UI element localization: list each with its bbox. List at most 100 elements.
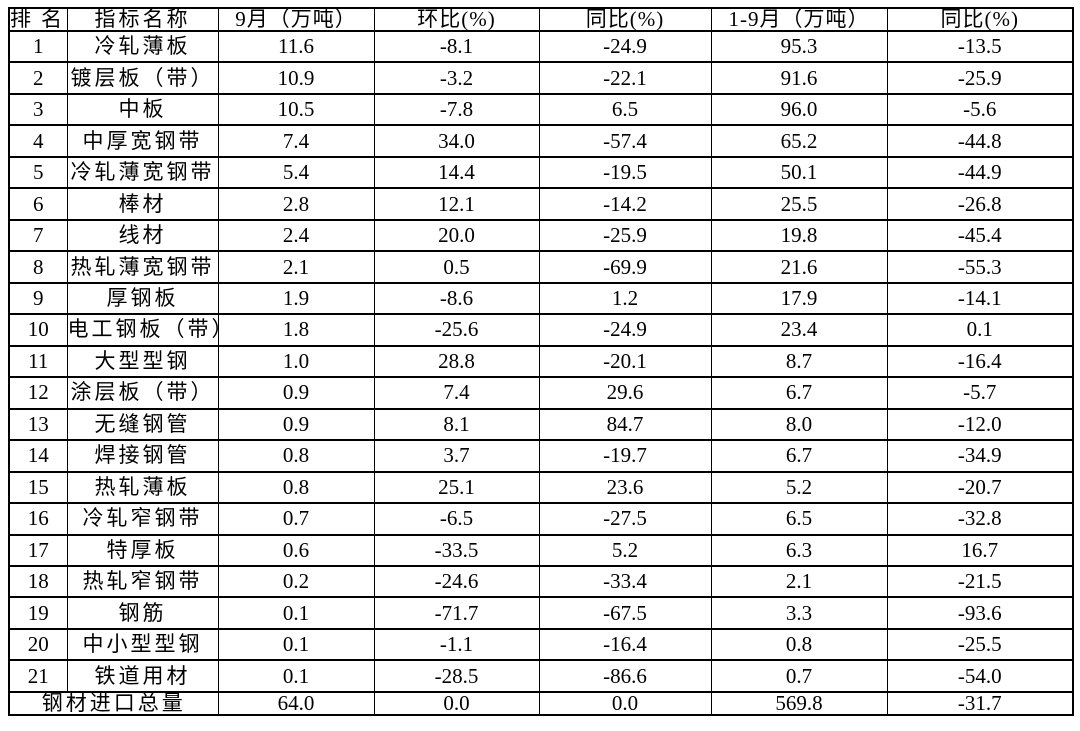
indicator-name-cell: 特厚板 [66,533,219,567]
jan-sep-volume-cell: 50.1 [710,155,888,190]
col-header-sep-volume: 9月（万吨） [217,7,375,32]
jan-sep-volume-cell: 2.1 [710,564,888,599]
rank-cell: 14 [8,439,68,473]
yoy-pct-cell: -24.9 [538,313,712,347]
table-row: 4 中厚宽钢带 7.4 34.0 -57.4 65.2 -44.8 [8,124,1074,158]
table-row: 1 冷轧薄板 11.6 -8.1 -24.9 95.3 -13.5 [8,29,1074,64]
yoy-pct-cell: -69.9 [538,250,712,284]
sep-volume-cell: 0.8 [217,439,375,473]
table-row: 18 热轧窄钢带 0.2 -24.6 -33.4 2.1 -21.5 [8,564,1074,599]
total-cum-yoy-pct-cell: -31.7 [886,691,1074,716]
table-row: 21 铁道用材 0.1 -28.5 -86.6 0.7 -54.0 [8,659,1074,693]
sep-volume-cell: 7.4 [217,124,375,158]
table-row: 14 焊接钢管 0.8 3.7 -19.7 6.7 -34.9 [8,439,1074,473]
jan-sep-volume-cell: 8.0 [710,407,888,442]
cum-yoy-pct-cell: -20.7 [886,470,1074,505]
mom-pct-cell: -24.6 [373,564,540,599]
sep-volume-cell: 0.9 [217,407,375,442]
indicator-name-cell: 厚钢板 [66,281,219,316]
cum-yoy-pct-cell: -14.1 [886,281,1074,316]
mom-pct-cell: -8.6 [373,281,540,316]
rank-cell: 13 [8,407,68,442]
yoy-pct-cell: -14.2 [538,187,712,221]
jan-sep-volume-cell: 6.7 [710,439,888,473]
table-row: 5 冷轧薄宽钢带 5.4 14.4 -19.5 50.1 -44.9 [8,155,1074,190]
table-row: 9 厚钢板 1.9 -8.6 1.2 17.9 -14.1 [8,281,1074,316]
col-header-jan-sep-volume: 1-9月（万吨） [710,7,888,32]
col-header-indicator-name: 指标名称 [66,7,219,32]
indicator-name-cell: 中厚宽钢带 [66,124,219,158]
indicator-name-cell: 热轧窄钢带 [66,564,219,599]
jan-sep-volume-cell: 6.3 [710,533,888,567]
mom-pct-cell: -33.5 [373,533,540,567]
yoy-pct-cell: -20.1 [538,344,712,379]
table-row: 2 镀层板（带） 10.9 -3.2 -22.1 91.6 -25.9 [8,61,1074,95]
yoy-pct-cell: 5.2 [538,533,712,567]
yoy-pct-cell: -19.7 [538,439,712,473]
mom-pct-cell: 28.8 [373,344,540,379]
jan-sep-volume-cell: 17.9 [710,281,888,316]
table-header: 排名 指标名称 9月（万吨） 环比(%) 同比(%) 1-9月（万吨） 同比(%… [8,7,1074,32]
jan-sep-volume-cell: 8.7 [710,344,888,379]
jan-sep-volume-cell: 5.2 [710,470,888,505]
sep-volume-cell: 0.1 [217,627,375,662]
yoy-pct-cell: -33.4 [538,564,712,599]
indicator-name-cell: 中小型型钢 [66,627,219,662]
indicator-name-cell: 涂层板（带） [66,376,219,410]
mom-pct-cell: 25.1 [373,470,540,505]
rank-cell: 19 [8,596,68,630]
mom-pct-cell: -8.1 [373,29,540,64]
table-row: 6 棒材 2.8 12.1 -14.2 25.5 -26.8 [8,187,1074,221]
jan-sep-volume-cell: 6.7 [710,376,888,410]
sep-volume-cell: 1.0 [217,344,375,379]
rank-cell: 8 [8,250,68,284]
total-sep-volume-cell: 64.0 [217,691,375,716]
indicator-name-cell: 焊接钢管 [66,439,219,473]
indicator-name-cell: 冷轧窄钢带 [66,502,219,536]
mom-pct-cell: -7.8 [373,92,540,127]
table-body: 1 冷轧薄板 11.6 -8.1 -24.9 95.3 -13.5 2 镀层板（带） 10.9 -3… [8,29,1074,693]
table-row: 20 中小型型钢 0.1 -1.1 -16.4 0.8 -25.5 [8,627,1074,662]
yoy-pct-cell: -27.5 [538,502,712,536]
yoy-pct-cell: 23.6 [538,470,712,505]
sep-volume-cell: 0.9 [217,376,375,410]
yoy-pct-cell: 84.7 [538,407,712,442]
yoy-pct-cell: -16.4 [538,627,712,662]
sep-volume-cell: 0.1 [217,659,375,693]
mom-pct-cell: 12.1 [373,187,540,221]
sep-volume-cell: 2.8 [217,187,375,221]
sep-volume-cell: 0.7 [217,502,375,536]
table-row: 16 冷轧窄钢带 0.7 -6.5 -27.5 6.5 -32.8 [8,502,1074,536]
yoy-pct-cell: -22.1 [538,61,712,95]
yoy-pct-cell: -57.4 [538,124,712,158]
table-row: 17 特厚板 0.6 -33.5 5.2 6.3 16.7 [8,533,1074,567]
cum-yoy-pct-cell: -93.6 [886,596,1074,630]
sep-volume-cell: 1.9 [217,281,375,316]
rank-cell: 5 [8,155,68,190]
mom-pct-cell: -28.5 [373,659,540,693]
yoy-pct-cell: 29.6 [538,376,712,410]
rank-cell: 20 [8,627,68,662]
indicator-name-cell: 中板 [66,92,219,127]
indicator-name-cell: 镀层板（带） [66,61,219,95]
mom-pct-cell: -71.7 [373,596,540,630]
rank-cell: 21 [8,659,68,693]
jan-sep-volume-cell: 19.8 [710,218,888,253]
rank-cell: 1 [8,29,68,64]
jan-sep-volume-cell: 0.7 [710,659,888,693]
sep-volume-cell: 2.1 [217,250,375,284]
indicator-name-cell: 无缝钢管 [66,407,219,442]
mom-pct-cell: 7.4 [373,376,540,410]
cum-yoy-pct-cell: -12.0 [886,407,1074,442]
cum-yoy-pct-cell: -25.9 [886,61,1074,95]
jan-sep-volume-cell: 0.8 [710,627,888,662]
mom-pct-cell: 0.5 [373,250,540,284]
jan-sep-volume-cell: 6.5 [710,502,888,536]
table-row: 3 中板 10.5 -7.8 6.5 96.0 -5.6 [8,92,1074,127]
cum-yoy-pct-cell: -26.8 [886,187,1074,221]
yoy-pct-cell: 1.2 [538,281,712,316]
mom-pct-cell: -25.6 [373,313,540,347]
cum-yoy-pct-cell: -44.9 [886,155,1074,190]
mom-pct-cell: 8.1 [373,407,540,442]
sep-volume-cell: 0.8 [217,470,375,505]
